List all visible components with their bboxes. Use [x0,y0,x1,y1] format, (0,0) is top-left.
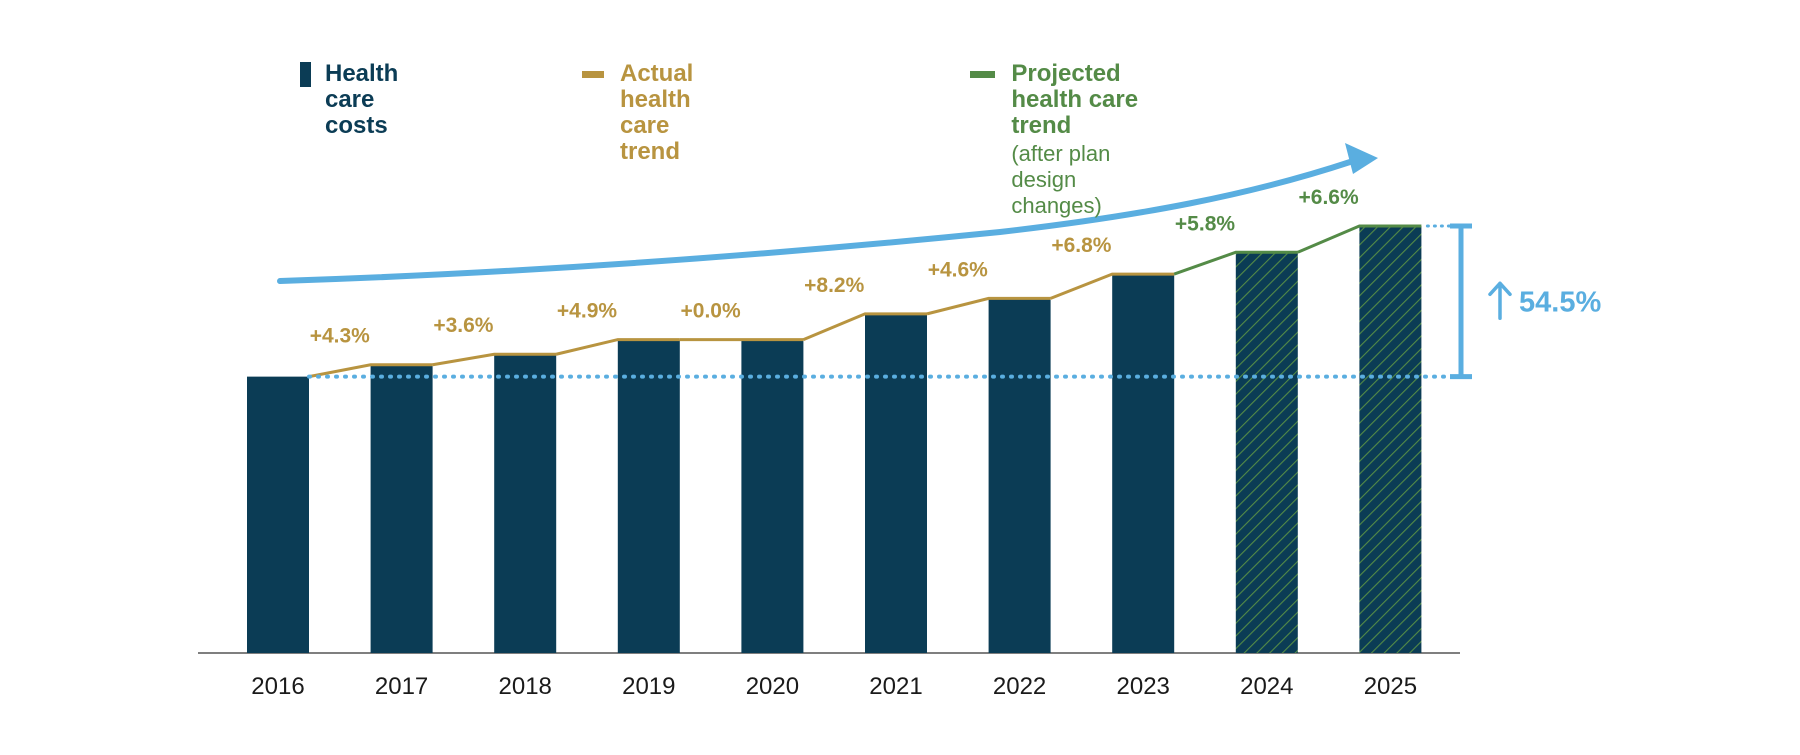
trend-label-2021: +8.2% [804,274,864,297]
bar-2024 [1235,252,1298,653]
legend-projected-swatch [970,71,996,78]
bar-2017 [370,364,433,653]
trend-segment-2022 [926,296,1051,316]
x-tick-2021: 2021 [869,673,922,700]
bar-2018 [494,354,557,653]
x-tick-2024: 2024 [1240,673,1293,700]
trend-segment-2017 [308,363,433,379]
trend-label-2018: +3.6% [433,314,493,337]
trend-label-2025: +6.6% [1299,186,1359,209]
trend-label-2022: +4.6% [928,258,988,281]
bar-2016 [247,376,309,653]
trend-label-2024: +5.8% [1175,212,1235,235]
legend-actual: Actual health care trend [582,60,727,165]
legend-projected-sub: (after plan design changes) [1011,141,1111,218]
legend-projected: Projected health care trend (after plan … [970,61,1151,219]
x-tick-2023: 2023 [1117,673,1170,700]
bar-2020 [741,339,804,653]
trend-segment-2021 [802,312,927,341]
trend-segment-2023 [1050,272,1175,300]
trend-segment-2018 [432,352,557,367]
x-tick-2019: 2019 [622,673,675,700]
legend-actual-label: Actual health care trend [619,60,694,165]
bar-2019 [617,339,680,653]
trend-segment-2024 [1173,250,1298,276]
x-tick-2022: 2022 [993,673,1046,700]
legend-costs-label: Health care costs [324,60,399,139]
bar-2023 [1112,274,1175,653]
growth-arrow-head [1345,143,1378,174]
trend-label-2023: +6.8% [1051,234,1111,257]
x-tick-2020: 2020 [746,673,799,700]
increase-label: 54.5% [1519,286,1601,318]
x-tick-2018: 2018 [499,673,552,700]
legend-costs: Health care costs [300,60,412,139]
bar-2022 [988,298,1051,653]
legend-projected-label: Projected health care trend [1011,60,1139,139]
legend-costs-swatch [300,62,311,87]
growth-arrow [277,159,1353,284]
trend-segment-2019 [555,338,680,356]
up-arrow-icon [1488,281,1512,321]
trend-label-2017: +4.3% [310,325,370,348]
legend-projected-text: Projected health care trend (after plan … [1011,61,1151,219]
trend-label-2019: +4.9% [557,300,617,323]
trend-segment-2025 [1297,224,1422,254]
bar-2025 [1359,226,1422,653]
x-tick-2016: 2016 [251,673,304,700]
trend-label-2020: +0.0% [681,300,741,323]
bar-2021 [865,313,927,653]
x-tick-2025: 2025 [1364,673,1417,700]
legend-actual-swatch [582,71,604,78]
x-tick-2017: 2017 [375,673,428,700]
